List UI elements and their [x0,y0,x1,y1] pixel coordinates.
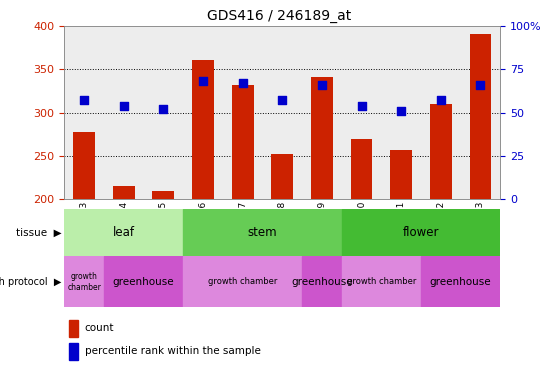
Bar [302,26,342,199]
Bar [302,256,342,307]
Text: GDS416 / 246189_at: GDS416 / 246189_at [207,9,352,23]
Text: growth
chamber: growth chamber [67,272,101,292]
Bar [192,60,214,199]
Text: greenhouse: greenhouse [113,277,174,287]
Text: growth chamber: growth chamber [208,277,277,286]
Bar [113,186,135,199]
Text: growth chamber: growth chamber [347,277,416,286]
Bar [390,150,412,199]
Text: leaf: leaf [113,226,135,239]
Text: greenhouse: greenhouse [430,277,491,287]
Bar [421,26,461,199]
Text: flower: flower [403,226,439,239]
Bar [183,209,342,256]
Point [397,108,406,114]
Bar [263,26,302,199]
Point [79,97,88,103]
Text: greenhouse: greenhouse [291,277,353,287]
Bar [223,26,263,199]
Bar [350,139,372,199]
Bar [183,256,302,307]
Text: percentile rank within the sample: percentile rank within the sample [85,346,260,356]
Bar [104,256,183,307]
Point [119,102,128,108]
Bar [461,26,500,199]
Point [238,80,247,86]
Text: count: count [85,324,114,333]
Point [318,82,326,87]
Point [198,78,207,84]
Bar [342,209,500,256]
Bar [64,256,104,307]
Bar [470,34,491,199]
Bar [232,85,254,199]
Bar [342,26,381,199]
Bar [64,26,104,199]
Bar [430,104,452,199]
Bar [381,26,421,199]
Bar [69,343,78,360]
Bar [73,132,95,199]
Bar [144,26,183,199]
Text: stem: stem [248,226,277,239]
Bar [153,191,174,199]
Bar [272,154,293,199]
Point [159,106,168,112]
Point [278,97,287,103]
Text: tissue  ▶: tissue ▶ [16,227,61,238]
Bar [421,256,500,307]
Text: growth protocol  ▶: growth protocol ▶ [0,277,61,287]
Bar [342,256,421,307]
Bar [311,77,333,199]
Point [357,102,366,108]
Bar [69,320,78,337]
Point [476,82,485,87]
Point [437,97,446,103]
Bar [104,26,144,199]
Bar [64,209,183,256]
Bar [183,26,223,199]
